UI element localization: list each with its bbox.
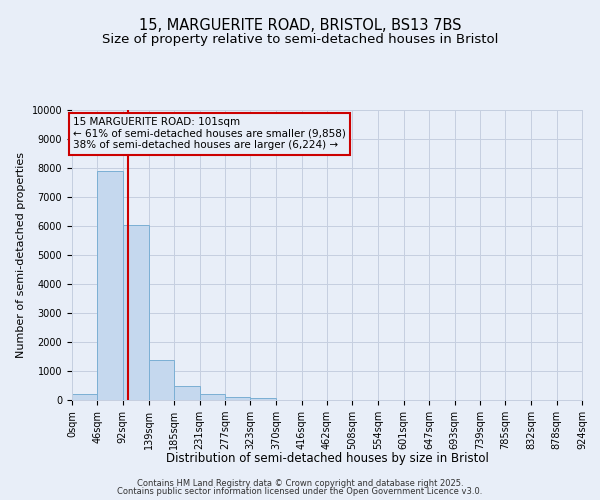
- X-axis label: Distribution of semi-detached houses by size in Bristol: Distribution of semi-detached houses by …: [166, 452, 488, 465]
- Bar: [199, 394, 225, 400]
- Bar: [250, 398, 276, 400]
- Text: Size of property relative to semi-detached houses in Bristol: Size of property relative to semi-detach…: [102, 32, 498, 46]
- Y-axis label: Number of semi-detached properties: Number of semi-detached properties: [16, 152, 26, 358]
- Bar: [72, 394, 97, 400]
- Bar: [97, 171, 123, 400]
- Bar: [174, 386, 200, 400]
- Bar: [225, 397, 250, 400]
- Text: Contains public sector information licensed under the Open Government Licence v3: Contains public sector information licen…: [118, 487, 482, 496]
- Bar: [149, 360, 174, 400]
- Bar: [123, 224, 149, 400]
- Text: Contains HM Land Registry data © Crown copyright and database right 2025.: Contains HM Land Registry data © Crown c…: [137, 478, 463, 488]
- Text: 15 MARGUERITE ROAD: 101sqm
← 61% of semi-detached houses are smaller (9,858)
38%: 15 MARGUERITE ROAD: 101sqm ← 61% of semi…: [73, 117, 346, 150]
- Text: 15, MARGUERITE ROAD, BRISTOL, BS13 7BS: 15, MARGUERITE ROAD, BRISTOL, BS13 7BS: [139, 18, 461, 32]
